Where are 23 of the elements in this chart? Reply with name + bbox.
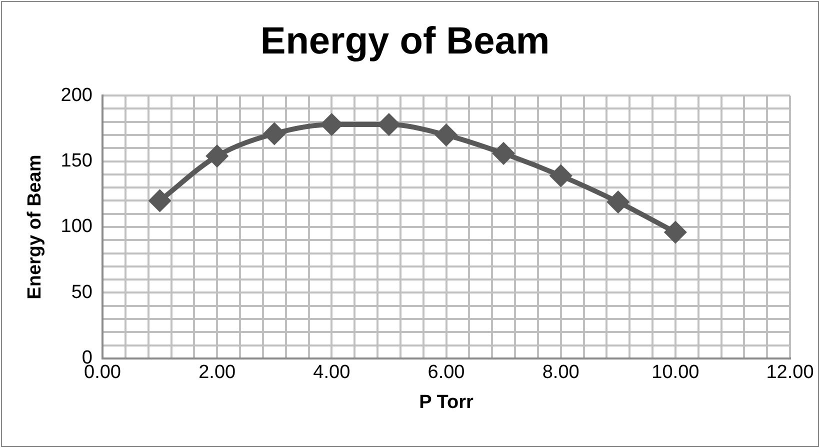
x-tick-label: 12.00 [766, 362, 814, 384]
x-tick-label: 2.00 [198, 362, 236, 384]
point [264, 123, 285, 144]
point [493, 142, 514, 164]
y-axis-title: Energy of Beam [24, 154, 46, 300]
chart-title: Energy of Beam [260, 20, 550, 62]
point [436, 124, 457, 146]
point [550, 165, 572, 186]
x-axis-title: P Torr [419, 392, 474, 413]
point [378, 114, 400, 136]
x-tick-label: 8.00 [542, 362, 580, 384]
point [321, 114, 342, 136]
x-tick-label: 10.00 [652, 362, 700, 384]
point [608, 192, 629, 213]
point [149, 190, 170, 212]
x-tick-label: 6.00 [428, 362, 465, 384]
point [664, 222, 686, 243]
point [206, 146, 228, 167]
y-tick-label: 200 [60, 84, 92, 106]
y-tick-label: 150 [60, 150, 92, 172]
x-tick-label: 4.00 [313, 362, 350, 384]
y-tick-label: 50 [71, 282, 92, 303]
y-tick-label: 100 [60, 216, 92, 238]
